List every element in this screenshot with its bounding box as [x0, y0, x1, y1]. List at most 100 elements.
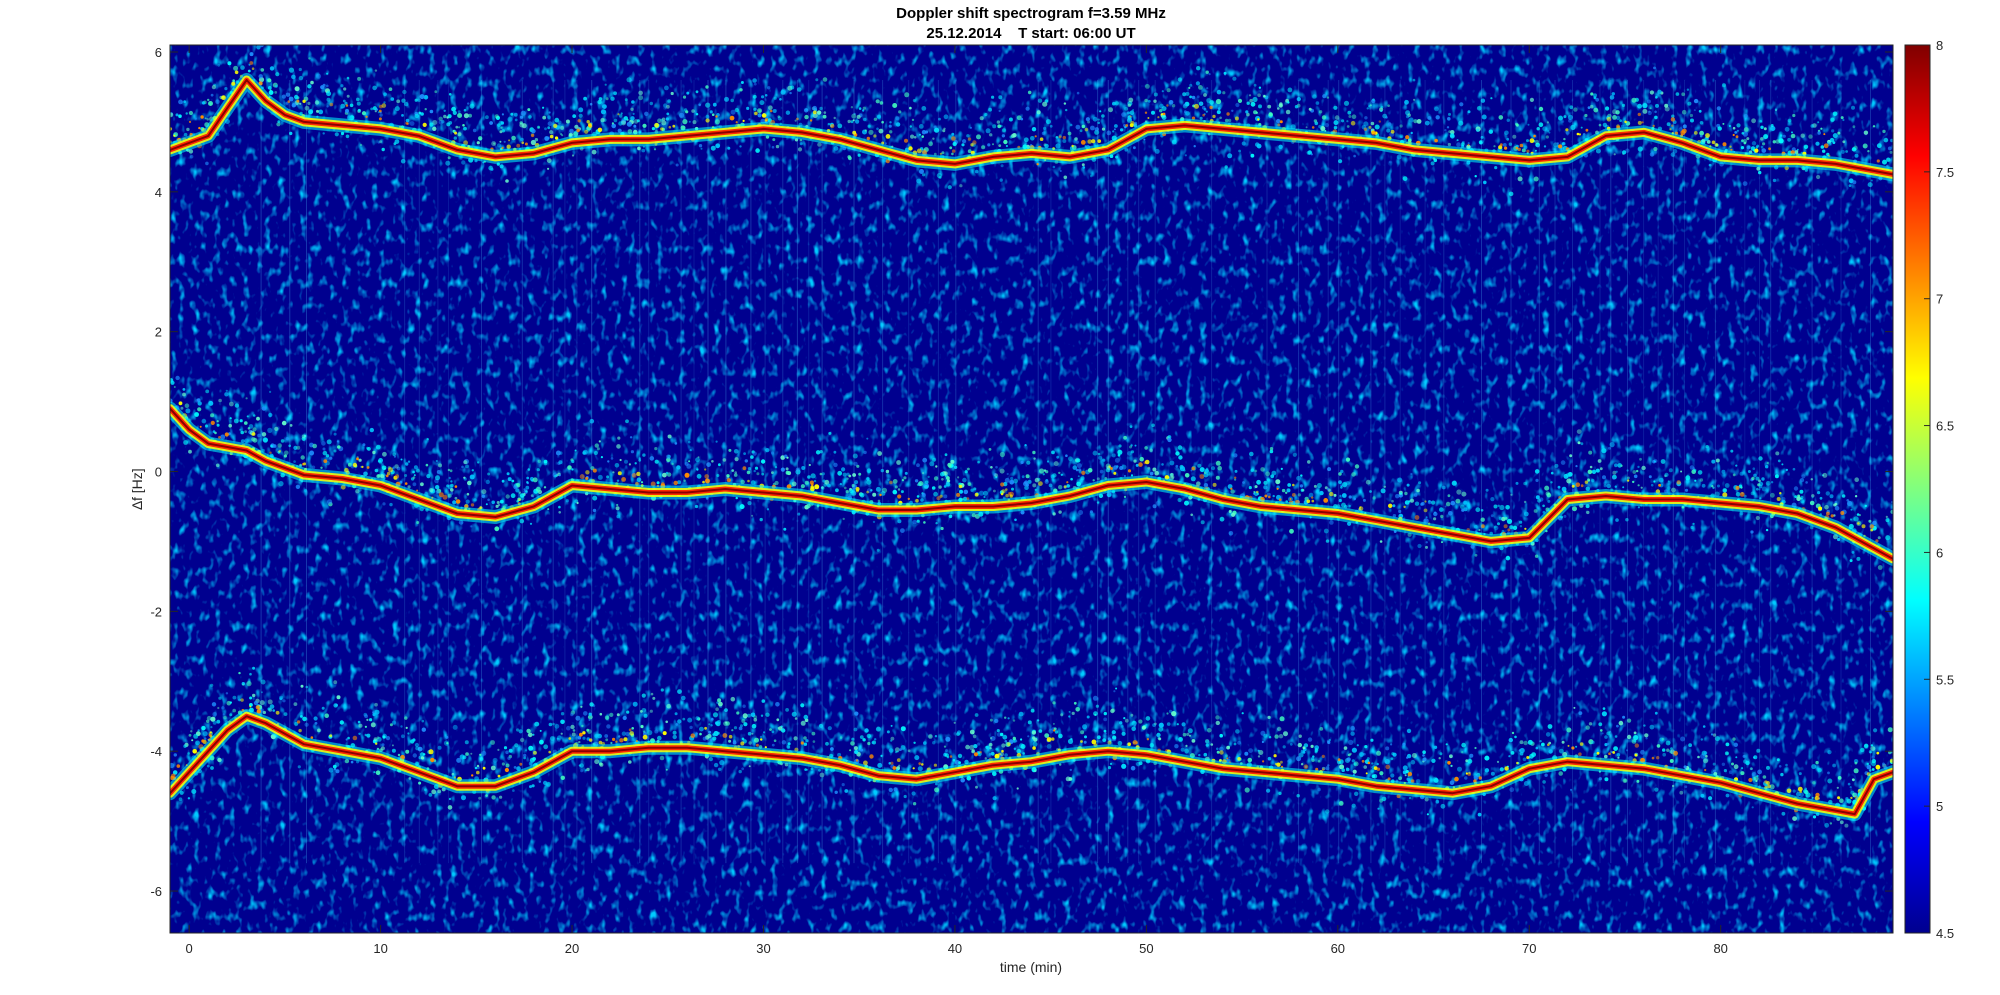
speckle-dot-hot [705, 118, 710, 123]
speckle-dot [512, 789, 515, 792]
speckle-dot [896, 460, 901, 465]
speckle-dot [1508, 737, 1514, 743]
speckle-dot [1882, 762, 1885, 766]
speckle-dot [537, 126, 540, 129]
speckle-dot [267, 699, 273, 705]
speckle-dot [1616, 753, 1621, 757]
speckle-dot-hot [1388, 503, 1393, 508]
speckle-dot [1837, 537, 1841, 542]
speckle-dot [751, 514, 754, 517]
speckle-dot [261, 406, 267, 411]
speckle-dot [1665, 740, 1671, 746]
speckle-dot [1174, 744, 1179, 749]
speckle-dot [1451, 480, 1457, 486]
speckle-dot [1499, 767, 1504, 772]
speckle-dot [510, 112, 514, 116]
speckle-dot [706, 462, 711, 467]
speckle-dot [1115, 687, 1118, 690]
speckle-dot [666, 454, 671, 460]
speckle-dot [1644, 733, 1649, 738]
speckle-dot-hot [1524, 527, 1527, 530]
speckle-dot [1573, 107, 1578, 112]
speckle-dot [435, 485, 440, 490]
speckle-dot [1561, 142, 1565, 146]
speckle-dot [816, 110, 822, 115]
speckle-dot [1241, 712, 1244, 715]
speckle-dot-hot [519, 762, 523, 766]
speckle-dot [1755, 476, 1760, 481]
speckle-dot [1297, 493, 1301, 497]
speckle-dot-hot [579, 474, 585, 480]
speckle-dot [462, 124, 465, 127]
speckle-dot [435, 459, 438, 463]
speckle-dot [225, 389, 228, 392]
speckle-dot [1413, 493, 1418, 497]
speckle-dot [285, 92, 291, 97]
speckle-dot-hot [597, 127, 603, 133]
speckle-dot [1076, 481, 1082, 487]
speckle-dot [754, 466, 759, 470]
speckle-dot [1435, 115, 1440, 120]
speckle-dot-hot [1850, 796, 1853, 800]
speckle-dot [1030, 136, 1035, 141]
speckle-dot [455, 125, 459, 129]
speckle-dot-hot [662, 731, 667, 736]
speckle-dot [606, 724, 611, 729]
speckle-dot [1326, 739, 1330, 743]
speckle-dot-hot [224, 432, 229, 437]
speckle-dot [1765, 528, 1769, 532]
speckle-dot [376, 474, 381, 478]
speckle-dot [1606, 731, 1611, 736]
speckle-dot [1617, 756, 1620, 759]
speckle-dot [855, 119, 860, 124]
speckle-dot [642, 453, 646, 457]
speckle-dot [1228, 756, 1231, 759]
speckle-dot [210, 683, 214, 687]
speckle-dot [1840, 116, 1844, 120]
speckle-dot-hot [1579, 742, 1584, 746]
speckle-dot [1041, 131, 1045, 135]
speckle-dot [1185, 91, 1190, 96]
speckle-dot-hot [1005, 488, 1008, 491]
speckle-dot [1120, 725, 1124, 728]
speckle-dot [1080, 730, 1085, 735]
speckle-dot [437, 745, 442, 750]
speckle-dot [1887, 727, 1893, 733]
speckle-dot [1380, 488, 1386, 494]
speckle-dot [397, 753, 401, 757]
speckle-dot [1655, 96, 1658, 99]
speckle-dot [505, 494, 510, 499]
speckle-dot [800, 484, 806, 489]
speckle-dot [1114, 124, 1118, 128]
speckle-dot-hot [188, 120, 192, 123]
speckle-dot [261, 432, 267, 437]
speckle-dot [1539, 740, 1542, 743]
speckle-dot [1584, 113, 1588, 118]
speckle-dot [1766, 765, 1770, 770]
speckle-dot [1269, 449, 1274, 454]
speckle-dot [1615, 470, 1618, 473]
speckle-dot [1516, 123, 1519, 127]
speckle-dot [819, 472, 823, 476]
speckle-dot [302, 716, 307, 722]
speckle-dot [1803, 789, 1808, 794]
speckle-dot [1604, 735, 1608, 739]
speckle-dot [463, 108, 467, 112]
speckle-dot-hot [1226, 112, 1230, 116]
speckle-dot [928, 141, 933, 147]
speckle-dot [863, 117, 867, 122]
speckle-dot [170, 378, 174, 383]
speckle-dot [227, 61, 232, 66]
speckle-dot [922, 173, 926, 177]
speckle-dot [1405, 769, 1409, 774]
speckle-dot [823, 111, 827, 114]
speckle-dot [1198, 753, 1201, 757]
speckle-dot [180, 406, 184, 410]
speckle-dot [1338, 159, 1343, 164]
speckle-dot [1247, 757, 1253, 763]
speckle-dot [1010, 476, 1014, 481]
speckle-dot [1836, 786, 1839, 789]
speckle-dot [828, 431, 832, 435]
speckle-dot-hot [1046, 737, 1052, 742]
speckle-dot [1372, 496, 1376, 500]
